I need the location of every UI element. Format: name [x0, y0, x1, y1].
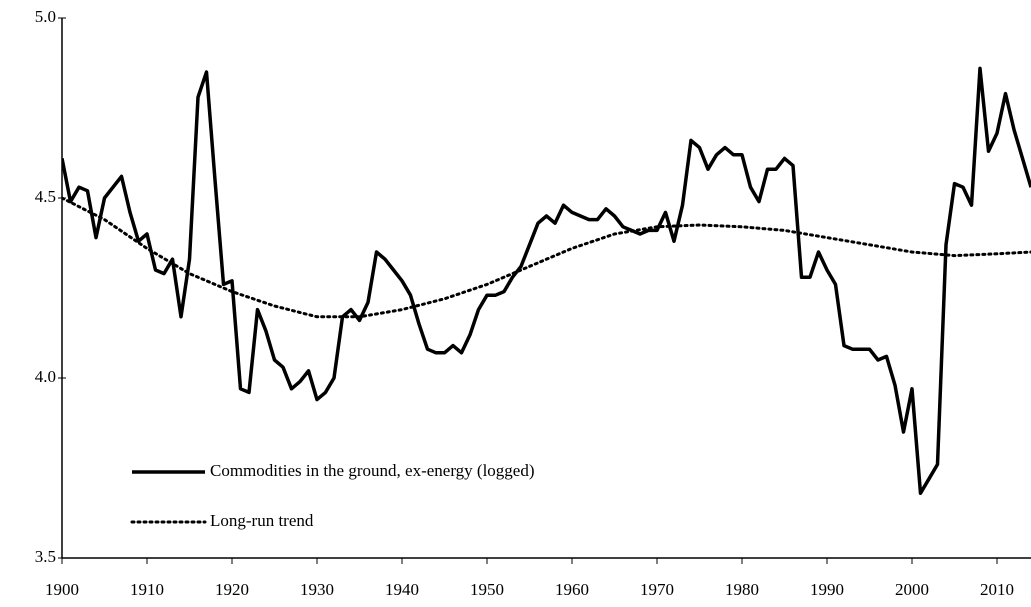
x-tick-label: 1960 — [555, 580, 589, 599]
legend-label: Commodities in the ground, ex-energy (lo… — [210, 461, 535, 480]
x-tick-label: 1940 — [385, 580, 419, 599]
x-tick-label: 1980 — [725, 580, 759, 599]
x-tick-label: 1970 — [640, 580, 674, 599]
legend-label: Long-run trend — [210, 511, 314, 530]
y-tick-label: 5.0 — [35, 7, 56, 26]
series-line — [62, 66, 1031, 495]
x-tick-label: 1950 — [470, 580, 504, 599]
x-tick-label: 1900 — [45, 580, 79, 599]
x-tick-label: 1920 — [215, 580, 249, 599]
y-tick-label: 4.5 — [35, 187, 56, 206]
y-tick-label: 4.0 — [35, 367, 56, 386]
x-tick-label: 1910 — [130, 580, 164, 599]
y-tick-label: 3.5 — [35, 547, 56, 566]
x-tick-label: 2010 — [980, 580, 1014, 599]
x-tick-label: 1930 — [300, 580, 334, 599]
x-tick-label: 1990 — [810, 580, 844, 599]
x-tick-label: 2000 — [895, 580, 929, 599]
series-line — [62, 196, 1031, 319]
